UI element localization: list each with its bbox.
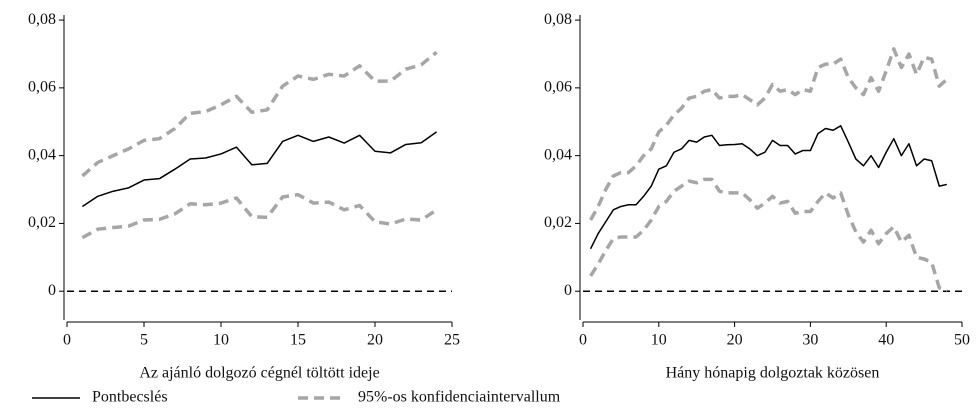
legend-label: Pontbecslés	[92, 389, 168, 406]
x-axis-label: Az ajánló dolgozó cégnél töltött ideje	[139, 365, 379, 382]
x-tick-label: 20	[727, 332, 743, 349]
y-tick-label: 0	[48, 282, 56, 299]
series-line	[589, 125, 948, 250]
x-tick-label: 50	[954, 332, 970, 349]
y-tick-label: 0,06	[544, 79, 572, 96]
x-tick-label: 30	[802, 332, 818, 349]
x-axis-label: Hány hónapig dolgoztak közösen	[666, 365, 880, 382]
legend-label: 95%-os konfidenciaintervallum	[358, 389, 561, 406]
series-line	[81, 192, 438, 240]
y-tick-label: 0,04	[544, 146, 572, 163]
series-line	[81, 50, 438, 178]
x-tick-label: 25	[444, 332, 460, 349]
y-tick-label: 0,04	[28, 146, 56, 163]
y-tick-label: 0,08	[544, 11, 572, 28]
x-tick-label: 15	[290, 332, 306, 349]
x-tick-label: 40	[878, 332, 894, 349]
x-tick-label: 0	[63, 332, 71, 349]
y-tick-label: 0	[564, 282, 572, 299]
series-line	[589, 177, 948, 293]
series-line	[81, 131, 438, 208]
y-tick-label: 0,06	[28, 79, 56, 96]
x-tick-label: 0	[579, 332, 587, 349]
y-tick-label: 0,08	[28, 11, 56, 28]
y-tick-label: 0,02	[28, 214, 56, 231]
x-tick-label: 20	[367, 332, 383, 349]
series-line	[589, 47, 949, 221]
x-tick-label: 10	[651, 332, 667, 349]
x-tick-label: 10	[213, 332, 229, 349]
x-tick-label: 5	[140, 332, 148, 349]
y-tick-label: 0,02	[544, 214, 572, 231]
